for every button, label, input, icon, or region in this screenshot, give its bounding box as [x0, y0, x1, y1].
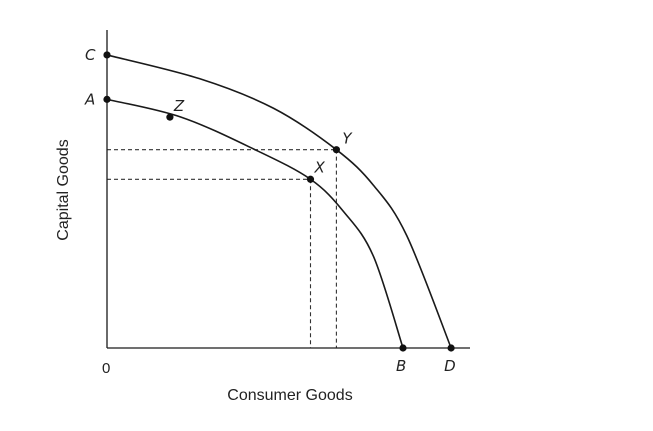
- point-c: [103, 51, 111, 59]
- point-label-b: B: [396, 357, 406, 375]
- point-b: [399, 344, 407, 352]
- point-label-x: X: [314, 158, 326, 176]
- point-label-a: A: [84, 90, 95, 108]
- point-z: [166, 113, 174, 121]
- point-label-z: Z: [173, 97, 185, 115]
- origin-label: 0: [102, 360, 110, 377]
- point-label-c: C: [85, 46, 96, 64]
- y-axis-label: Capital Goods: [55, 139, 72, 240]
- reference-lines: [107, 149, 337, 348]
- x-axis-label: Consumer Goods: [227, 387, 352, 404]
- point-y: [332, 146, 340, 154]
- axes: [106, 30, 470, 349]
- point-d: [447, 344, 455, 352]
- ppf-curve-1: [106, 98, 404, 349]
- point-x: [306, 175, 315, 183]
- point-label-y: Y: [342, 130, 353, 148]
- point-label-d: D: [444, 357, 456, 375]
- ppf-curve-2: [106, 54, 452, 349]
- points: C A Z YX B D: [84, 46, 456, 375]
- curves: [106, 54, 452, 349]
- point-a: [103, 95, 111, 103]
